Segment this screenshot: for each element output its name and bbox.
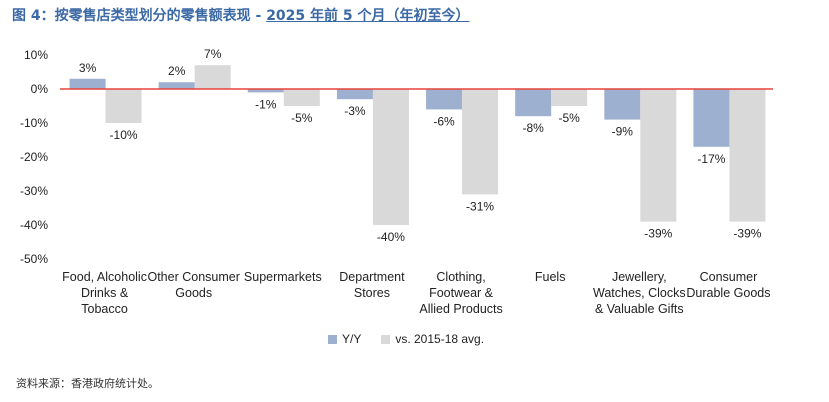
legend: Y/Y vs. 2015-18 avg. [328,332,498,346]
y-tick-label: 10% [24,48,48,62]
x-category-label-line: Clothing, [436,270,485,284]
legend-item-vs: vs. 2015-18 avg. [381,332,484,346]
data-label: -39% [644,227,672,241]
x-category-label: Food, Alcoholic Drinks & Tobacco [62,270,147,316]
bar-vs-avg [283,89,320,106]
chart-title-period: 2025 年前 5 个月（年初至今） [266,8,470,24]
bar-vs-avg [640,89,677,222]
x-category-label-line: Fuels [535,270,566,284]
x-category-label-line: Stores [354,286,390,300]
legend-swatch-yy [328,334,337,344]
x-category-label: Jewellery, Watches, Clocks & Valuable Gift… [593,270,686,316]
x-category-label-line: Jewellery, [612,270,667,284]
x-category-label: Fuels [535,270,566,284]
x-category-label: Department Stores [339,270,405,300]
legend-item-yy: Y/Y [328,332,361,346]
bar-vs-avg [105,89,142,123]
legend-label-yy: Y/Y [342,332,362,346]
y-tick-label: -30% [20,184,48,198]
data-label: -6% [433,114,455,128]
x-category-label: Clothing, Footwear & Allied Products [419,270,502,316]
bar-vs-avg [462,89,499,195]
bar-yy [69,78,106,89]
bar-yy [336,89,373,100]
x-category-label-line: Watches, Clocks [593,286,686,300]
x-category-label-line: Food, Alcoholic [62,270,147,284]
data-label: -1% [255,97,277,111]
y-tick-label: -10% [20,116,48,130]
data-label: -8% [523,121,545,135]
x-category-label: Other Consumer Goods [147,270,239,300]
data-label: -17% [697,152,725,166]
bar-yy [693,89,730,147]
x-category-label-line: Other Consumer [147,270,239,284]
x-category-label-line: Goods [175,286,212,300]
data-label: 7% [204,47,222,61]
bar-vs-avg [194,65,231,89]
bar-yy [247,89,284,93]
chart-title-prefix: 图 4：按零售店类型划分的零售额表现 - [12,8,267,24]
data-label: -5% [559,111,581,125]
bar-yy [426,89,463,110]
x-category-label-line: & Valuable Gifts [595,302,684,316]
data-label: 2% [168,64,186,78]
x-category-label-line: Drinks & [81,286,129,300]
data-label: -40% [377,230,405,244]
x-category-label-line: Durable Goods [686,286,770,300]
y-tick-label: -50% [20,252,48,266]
data-label: -10% [110,128,138,142]
bar-yy [158,82,195,89]
x-category-label: Supermarkets [244,270,322,284]
bar-vs-avg [372,89,409,225]
legend-label-vs: vs. 2015-18 avg. [395,332,485,346]
data-label: 3% [79,61,97,75]
x-category-label-line: Supermarkets [244,270,322,284]
bar-vs-avg [729,89,766,222]
x-category-label-line: Allied Products [419,302,502,316]
bar-yy [604,89,641,120]
bar-vs-avg [551,89,588,106]
x-category-label-line: Footwear & [429,286,494,300]
y-tick-label: -20% [20,150,48,164]
data-label: -3% [344,104,366,118]
data-label: -5% [291,111,313,125]
x-category-label-line: Consumer [700,270,758,284]
x-category-label-line: Department [339,270,405,284]
bar-yy [515,89,552,117]
legend-swatch-vs [381,334,391,344]
bar-chart: 10% 0% -10% -20% -30% -40% -50% 3% 2% -1% -3% -6% -8… [20,47,773,316]
x-category-label: Consumer Durable Goods [686,270,770,300]
data-label: -31% [466,199,494,213]
x-category-label-line: Tobacco [81,302,128,316]
y-tick-label: 0% [31,82,49,96]
chart-title: 图 4：按零售店类型划分的零售额表现 - 2025 年前 5 个月（年初至今） [12,5,470,25]
source-note: 资料来源：香港政府统计处。 [16,377,159,390]
data-label: -9% [612,125,634,139]
data-label: -39% [733,227,761,241]
y-tick-label: -40% [20,218,48,232]
